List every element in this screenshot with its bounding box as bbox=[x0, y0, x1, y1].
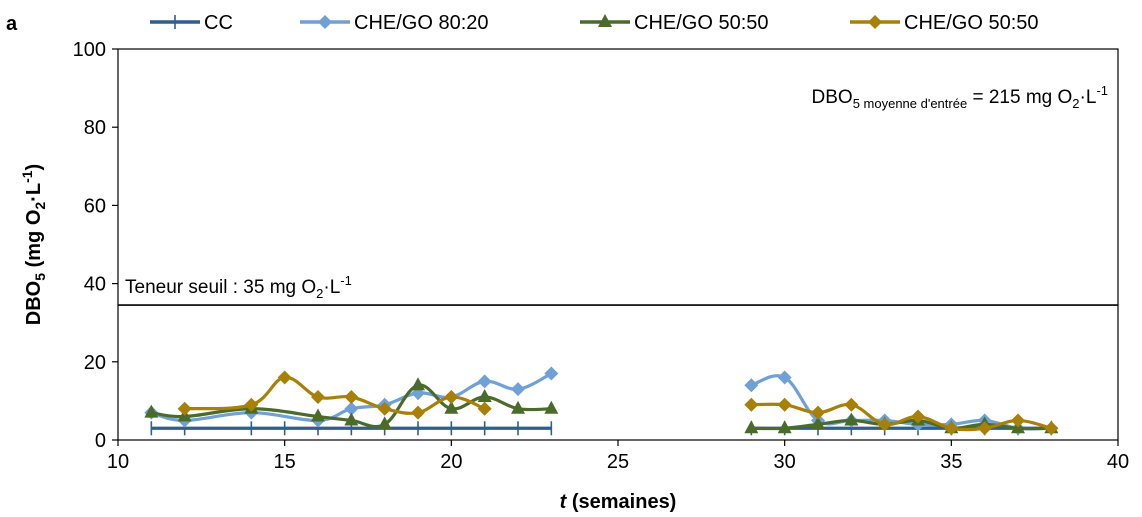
data-point bbox=[344, 389, 359, 404]
data-point bbox=[477, 374, 492, 389]
data-point bbox=[944, 421, 959, 436]
y-tick-label: 100 bbox=[73, 39, 106, 61]
data-point bbox=[811, 405, 825, 420]
series-2 bbox=[144, 377, 1059, 434]
legend-swatch-marker bbox=[598, 14, 612, 27]
data-point bbox=[444, 389, 459, 404]
data-point bbox=[411, 405, 425, 420]
legend-label: CHE/GO 50:50 bbox=[904, 12, 1039, 34]
y-axis-title-unit-close: ) bbox=[23, 164, 45, 171]
data-point bbox=[477, 388, 492, 402]
data-point bbox=[344, 412, 359, 426]
y-tick-label: 0 bbox=[95, 430, 106, 452]
data-point bbox=[377, 416, 392, 430]
x-tick-label: 35 bbox=[940, 451, 962, 473]
series-line bbox=[751, 402, 1052, 432]
data-point bbox=[877, 417, 892, 432]
data-point bbox=[777, 397, 792, 412]
legend-label: CHE/GO 80:20 bbox=[354, 12, 489, 34]
data-point bbox=[544, 366, 559, 381]
threshold-label: Teneur seuil : 35 mg O2·L-1 bbox=[125, 273, 352, 301]
data-point bbox=[977, 421, 992, 436]
data-point bbox=[911, 409, 925, 424]
y-axis-title-main: DBO bbox=[23, 281, 45, 325]
legend-label: CHE/GO 50:50 bbox=[634, 12, 769, 34]
y-axis-title: DBO5 (mg O2·L-1) bbox=[19, 164, 48, 325]
x-tick-label: 25 bbox=[607, 451, 629, 473]
data-point bbox=[744, 397, 759, 412]
x-tick-label: 20 bbox=[440, 451, 462, 473]
data-point bbox=[777, 420, 792, 434]
inlet-annotation-sup: -1 bbox=[1096, 83, 1108, 98]
data-point bbox=[744, 378, 759, 393]
legend-swatch-marker bbox=[318, 15, 332, 29]
data-point bbox=[544, 400, 559, 414]
data-point bbox=[844, 397, 859, 412]
y-tick-label: 20 bbox=[84, 352, 106, 374]
y-axis: 0 20 40 60 80 100 bbox=[73, 39, 118, 452]
threshold-label-sub: 2 bbox=[316, 286, 323, 301]
y-axis-title-sub: 5 bbox=[32, 273, 48, 281]
data-point bbox=[244, 397, 259, 412]
inlet-annotation-sub2: 2 bbox=[1072, 96, 1079, 111]
x-tick-label: 40 bbox=[1107, 451, 1129, 473]
x-axis-title-rest: (semaines) bbox=[566, 491, 676, 513]
data-point bbox=[144, 404, 159, 418]
x-axis-title-italic: t bbox=[560, 491, 568, 513]
y-tick-label: 80 bbox=[84, 117, 106, 139]
data-point bbox=[444, 400, 459, 414]
legend-item: CHE/GO 80:20 bbox=[300, 12, 489, 34]
threshold-label-mid: ·L bbox=[323, 277, 340, 298]
inlet-annotation-mid2: ·L bbox=[1080, 87, 1097, 108]
y-axis-title-unit-sub: 2 bbox=[32, 202, 48, 210]
data-point bbox=[511, 400, 525, 414]
data-point bbox=[811, 416, 825, 430]
inlet-annotation: DBO5 moyenne d'entrée = 215 mg O2·L-1 bbox=[812, 83, 1109, 111]
y-tick-label: 60 bbox=[84, 195, 106, 217]
legend-item: CHE/GO 50:50 bbox=[580, 12, 769, 34]
y-tick-label: 40 bbox=[84, 274, 106, 296]
data-point bbox=[1044, 421, 1059, 436]
data-point bbox=[344, 401, 359, 416]
data-point bbox=[311, 389, 325, 404]
inlet-annotation-main: DBO bbox=[812, 87, 853, 108]
panel-label: a bbox=[6, 13, 18, 35]
data-point bbox=[311, 408, 325, 422]
legend-label: CC bbox=[204, 12, 233, 34]
series-layer bbox=[144, 366, 1059, 436]
x-tick-label: 30 bbox=[774, 451, 796, 473]
data-point bbox=[744, 420, 759, 434]
x-axis-title: t (semaines) bbox=[560, 491, 677, 513]
data-point bbox=[511, 382, 525, 397]
y-axis-title-unit-open: (mg O bbox=[23, 210, 45, 273]
x-axis: 10 15 20 25 30 35 40 bbox=[107, 440, 1129, 473]
legend-swatch-marker bbox=[868, 15, 882, 29]
x-tick-label: 15 bbox=[274, 451, 296, 473]
data-point bbox=[477, 401, 492, 416]
y-axis-title-unit-mid: ·L bbox=[23, 183, 45, 202]
y-axis-title-unit-sup: -1 bbox=[19, 170, 35, 183]
legend-item: CHE/GO 50:50 bbox=[850, 12, 1039, 34]
data-point bbox=[277, 370, 292, 385]
threshold-label-main: Teneur seuil : 35 mg O bbox=[125, 277, 316, 298]
inlet-annotation-sub: 5 moyenne d'entrée bbox=[853, 96, 968, 111]
data-point bbox=[844, 412, 859, 426]
data-point bbox=[177, 401, 192, 416]
threshold-label-sup: -1 bbox=[340, 273, 352, 288]
data-point bbox=[777, 370, 792, 385]
legend-item: CC bbox=[150, 12, 233, 34]
data-point bbox=[377, 401, 392, 416]
x-tick-label: 10 bbox=[107, 451, 129, 473]
legend: CC CHE/GO 80:20 CHE/GO 50:50 CHE/GO 50:50 bbox=[150, 12, 1039, 34]
data-point bbox=[1011, 413, 1025, 428]
data-point bbox=[411, 377, 425, 391]
inlet-annotation-mid: = 215 mg O bbox=[967, 87, 1072, 108]
series-3 bbox=[177, 370, 1059, 436]
